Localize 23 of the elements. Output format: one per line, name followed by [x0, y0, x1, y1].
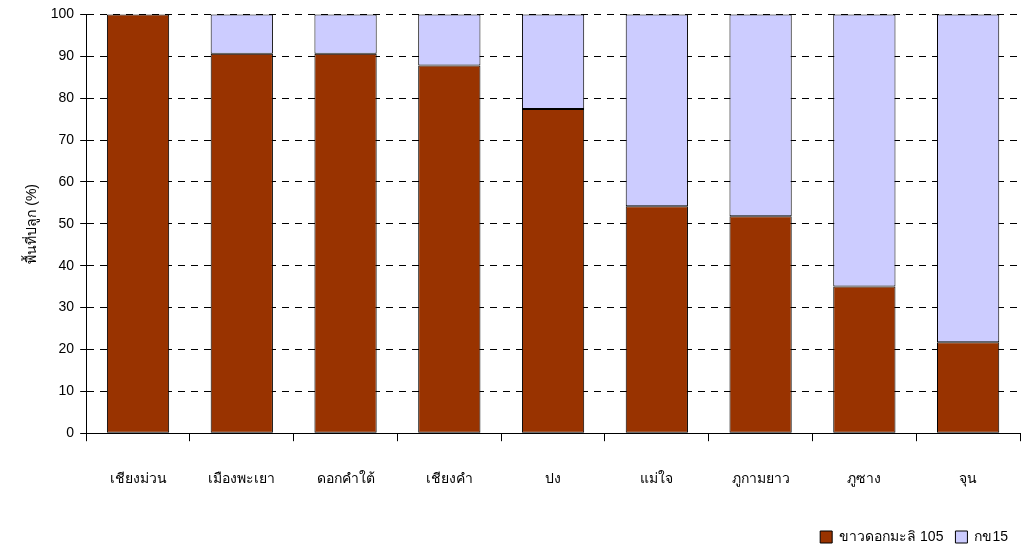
- y-tick-label: 50: [58, 214, 75, 231]
- y-tick-label: 40: [58, 256, 75, 273]
- x-tick-label: ดอกคำใต้: [316, 470, 375, 487]
- x-tick-label: จุน: [959, 470, 978, 488]
- legend-label: ขาวดอกมะลิ 105: [839, 527, 944, 544]
- y-tick-label: 100: [50, 5, 75, 22]
- y-tick-label: 20: [58, 340, 75, 357]
- y-tick-label: 0: [66, 424, 75, 441]
- x-tick-label: เชียงคำ: [425, 470, 473, 487]
- x-tick-label: เชียงม่วน: [109, 470, 167, 487]
- y-tick-label: 30: [58, 298, 75, 315]
- y-tick-label: 70: [58, 130, 75, 147]
- x-tick-label: ภูกามยาว: [731, 470, 790, 488]
- legend-label: กข15: [974, 527, 1009, 544]
- x-tick-label: เมืองพะเยา: [208, 470, 276, 487]
- y-tick-label: 80: [58, 89, 75, 106]
- x-tick-label: ภูซาง: [847, 470, 882, 488]
- y-axis-title: พื้นที่ปลูก (%): [21, 183, 41, 264]
- x-tick-label: ปง: [545, 470, 562, 487]
- y-tick-label: 10: [58, 382, 75, 399]
- x-tick-label: แม่ใจ: [640, 470, 674, 487]
- y-tick-label: 60: [58, 172, 75, 189]
- y-tick-label: 90: [58, 47, 75, 64]
